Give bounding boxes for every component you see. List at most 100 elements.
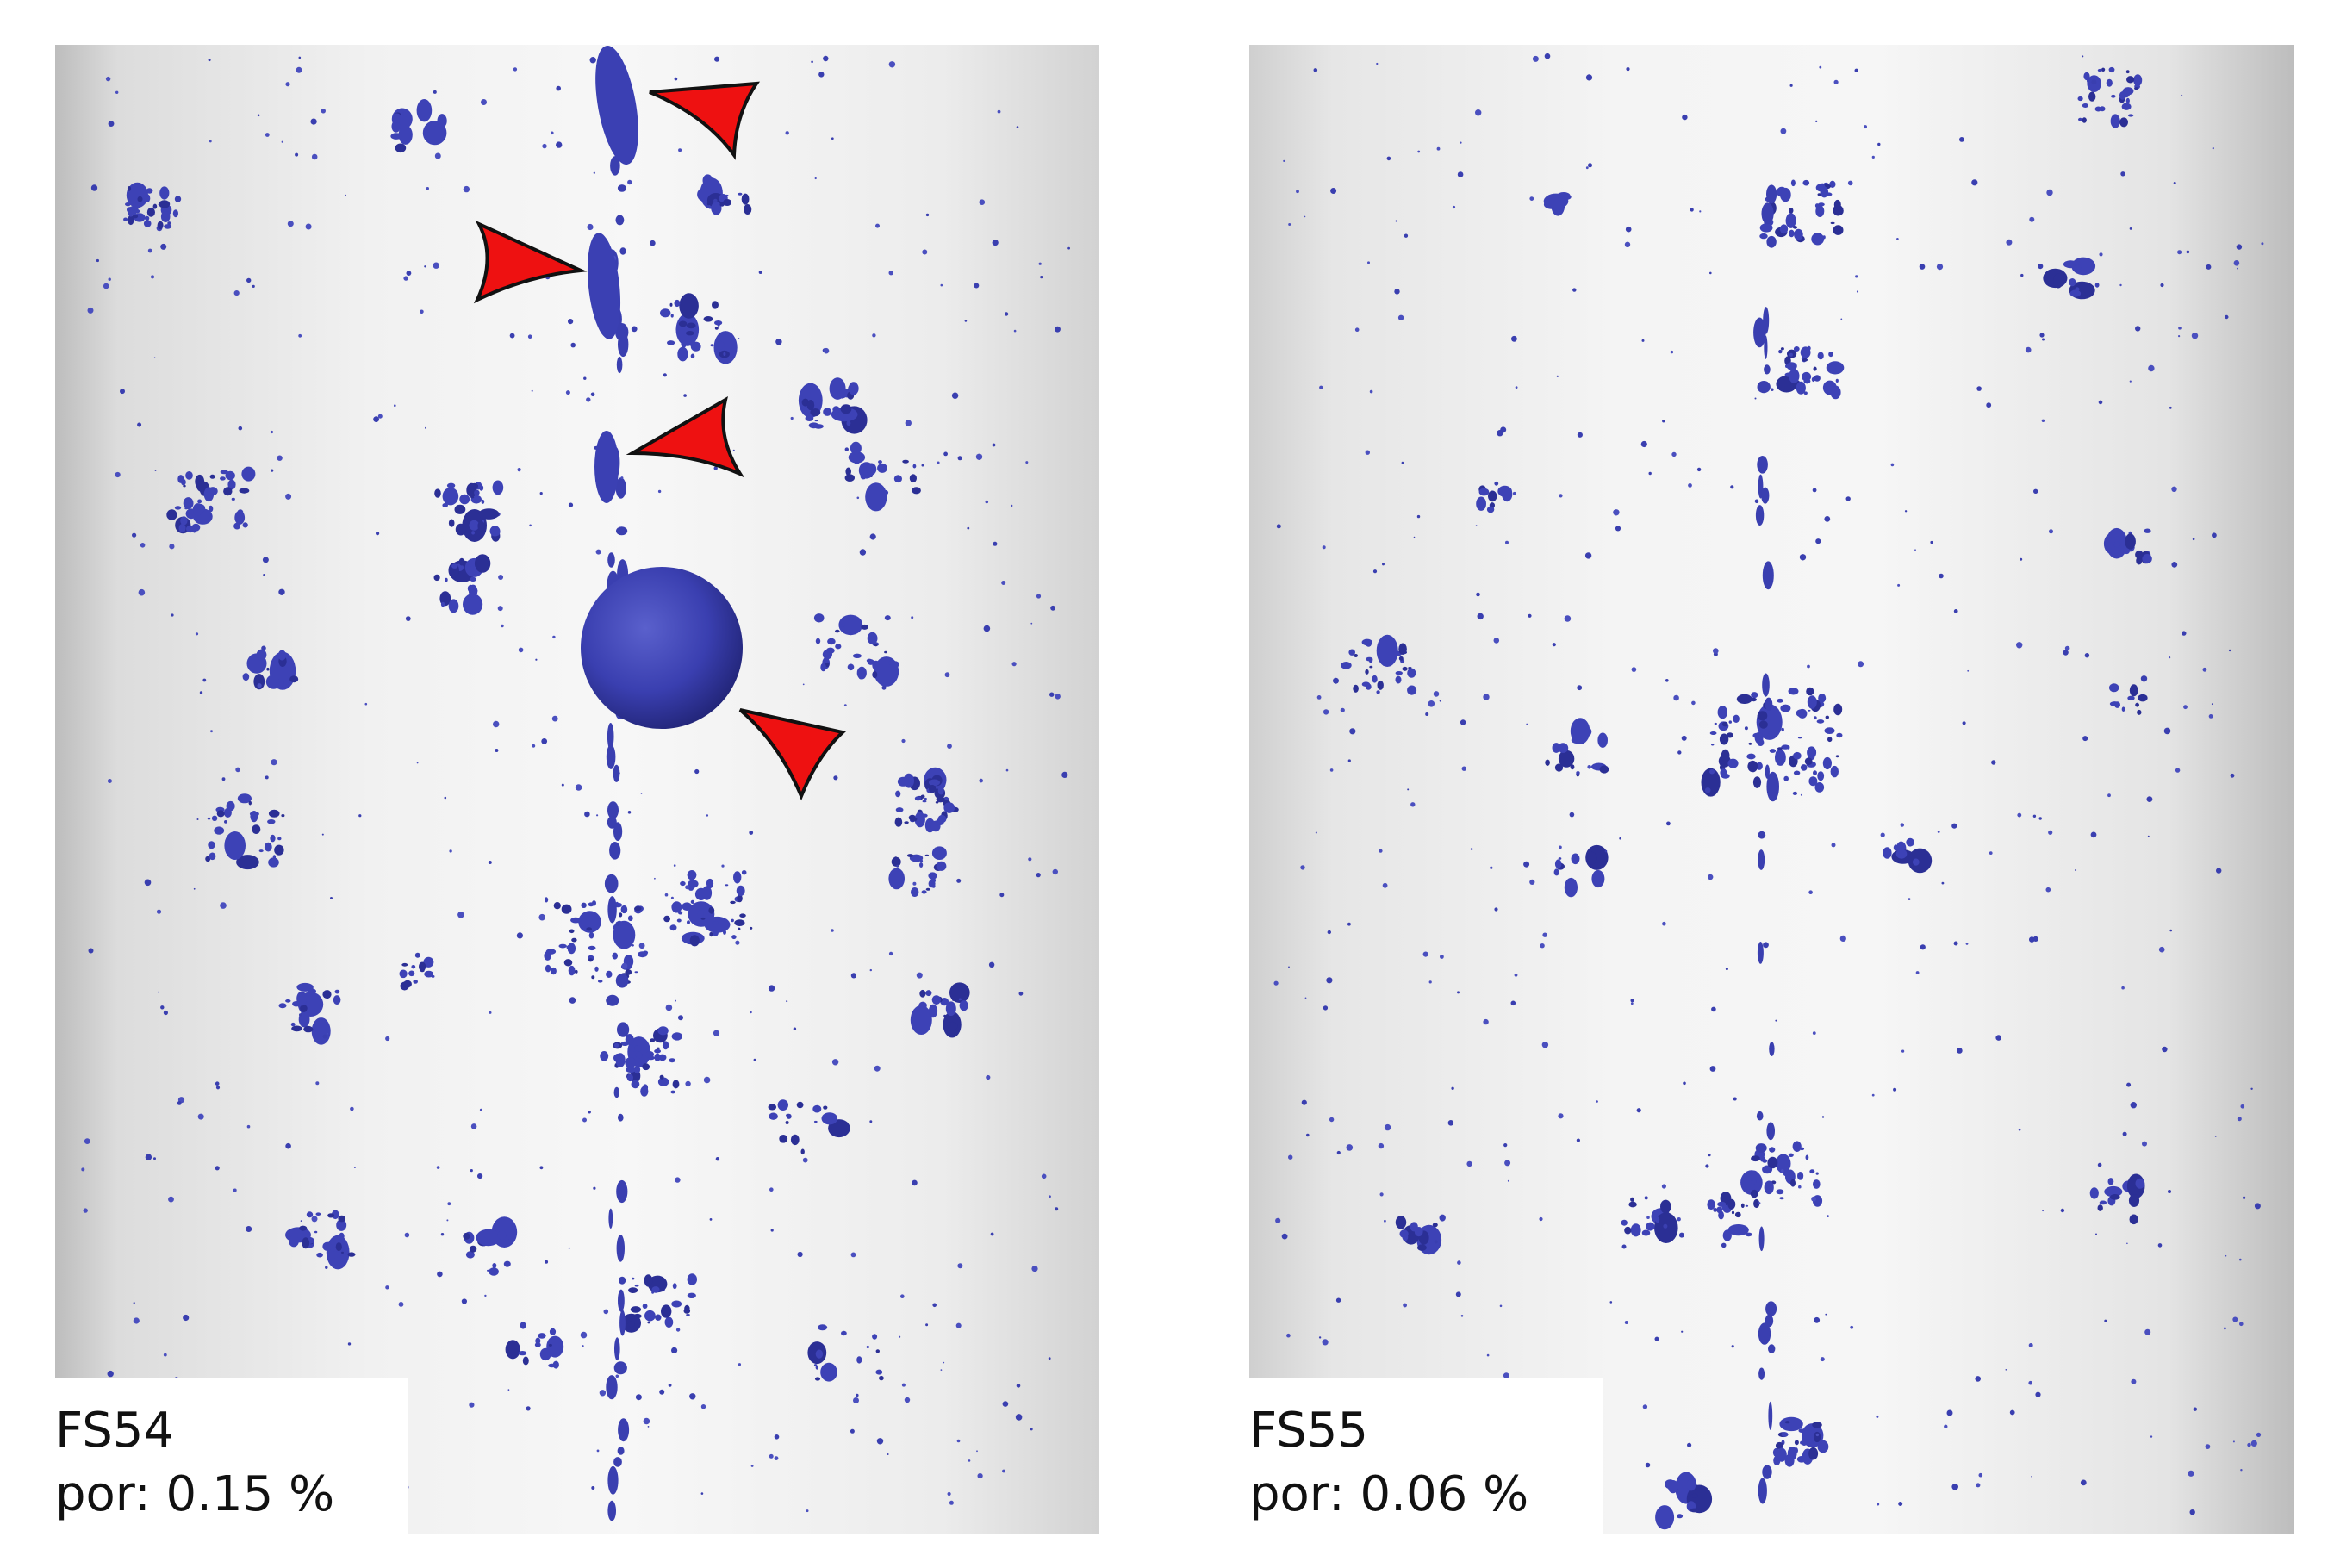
pore-speck [2212,532,2217,538]
pore-fleck [612,952,618,960]
pore-fleck [1728,720,1732,724]
pore-speck [167,221,171,226]
pore-speck [1699,210,1702,213]
pore-fleck [644,1310,656,1322]
pore-speck [951,392,959,399]
pore-fleck [128,208,134,217]
pore-speck [107,1370,114,1378]
pore-speck [814,177,817,180]
pore-fleck [2125,70,2130,74]
pore-fleck [133,210,137,215]
pore-speck [1644,1196,1648,1200]
pore-speck [2064,645,2070,651]
pore-fleck [578,911,601,933]
pore-fleck [1777,747,1783,750]
pore-speck [84,1138,90,1144]
pore-fleck [1377,680,1384,690]
pore-speck [345,194,346,196]
pore-fleck [1793,751,1802,760]
pore-fleck [911,887,919,897]
pore-fleck [914,812,925,828]
pore-speck [1365,450,1370,455]
pore-fleck [654,1048,661,1054]
pore-speck [1951,823,1957,829]
pore-fleck [838,614,863,636]
pore-fleck [1817,1440,1829,1453]
pore-speck [1845,496,1851,501]
pore-fleck [723,199,731,206]
pore-speck [940,283,943,287]
pore-fleck [1792,1141,1802,1152]
pore-speck [583,376,587,380]
pore-speck [1494,907,1498,912]
pore-speck [2230,773,2235,778]
pore-speck [2120,171,2125,177]
pore-fleck [2069,289,2082,297]
pore-speck [1681,1330,1684,1333]
pore-fleck [929,784,937,793]
pore-fleck [677,346,688,362]
pore-speck [1055,694,1061,700]
porosity-value: por: 0.06 % [1249,1466,1529,1522]
pore-speck [1877,142,1881,146]
pore-speck [183,1314,190,1322]
pore-fleck [252,824,261,834]
pore-fleck [128,215,134,226]
pore-fleck [1717,706,1727,719]
centerline-pore [1757,456,1768,474]
pore-speck [1789,84,1793,87]
pore-fleck [1641,1229,1651,1236]
pore-speck [321,109,326,114]
pore-fleck [1686,1478,1696,1491]
pore-speck [107,779,112,783]
pore-speck [1564,615,1572,622]
pore-speck [675,1328,681,1332]
pore-fleck [253,674,265,690]
pore-fleck [1395,1216,1407,1229]
pore-speck [420,309,424,314]
pore-speck [1460,719,1466,725]
pore-speck [1559,845,1562,849]
pore-fleck [241,466,256,482]
pore-speck [1800,764,1808,771]
pore-fleck [893,475,902,483]
pore-speck [406,271,412,276]
pore-fleck [1558,750,1575,768]
pore-speck [922,249,928,255]
pore-speck [1475,109,1482,116]
pore-fleck [1554,859,1562,868]
pore-speck [137,422,142,427]
pore-speck [1636,1108,1641,1113]
pore-speck [1048,1357,1051,1360]
pore-fleck [822,649,833,660]
pore-fleck [160,211,171,222]
pore-speck [674,77,678,81]
pore-speck [163,1353,167,1357]
pore-fleck [930,878,937,883]
pore-speck [474,489,480,496]
pore-speck [1624,241,1631,247]
pore-speck [957,1263,963,1269]
pore-fleck [455,523,466,536]
pore-speck [295,152,299,157]
pore-fleck [1813,770,1817,775]
pore-speck [257,114,260,117]
centerline-pore [1758,849,1765,870]
pore-speck [1067,246,1070,250]
pore-speck [1673,694,1679,701]
pore-speck [347,1342,352,1346]
centerline-pore [607,896,617,924]
pore-fleck [2127,114,2134,117]
pore-fleck [333,995,341,1005]
pore-fleck [597,980,603,983]
pore-fleck [146,188,153,194]
pore-speck [1386,156,1391,161]
pore-fleck [1753,777,1758,783]
pore-fleck [1779,224,1789,234]
pore-speck [1288,1154,1293,1160]
pore-speck [1625,226,1632,233]
pore-fleck [1745,1232,1752,1237]
pore-fleck [2094,283,2100,288]
pore-speck [1451,1086,1454,1091]
pore-speck [202,678,207,682]
